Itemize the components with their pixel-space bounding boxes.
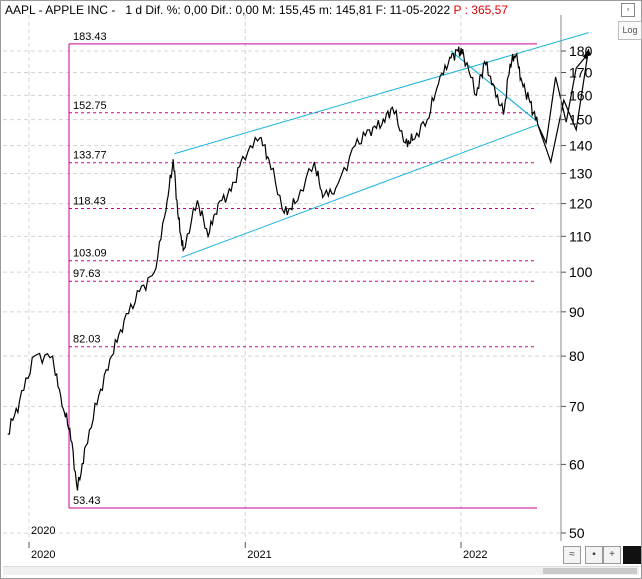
y-tick-label: 80: [569, 348, 585, 364]
timeframe[interactable]: 1 d: [125, 3, 143, 17]
fibonacci-levels: 183.43 152.75 133.77 118.43 103.09 97.63 82.03…: [68, 31, 537, 509]
projection-line: [537, 48, 590, 165]
expand-button[interactable]: ▫: [621, 3, 635, 17]
chart-header: AAPL - APPLE INC - 1 d Dif. %: 0,00 Dif.…: [5, 3, 508, 17]
fibo-level-label: 97.63: [73, 268, 101, 280]
symbol: AAPL: [5, 3, 36, 17]
fibo-level-label: 133.77: [73, 150, 107, 162]
zoom-icon[interactable]: ≈: [563, 546, 581, 564]
color-box[interactable]: [623, 546, 641, 564]
y-tick-label: 130: [569, 165, 593, 181]
y-tick-label: 110: [569, 228, 592, 244]
x-axis: 2020 2021 2022: [28, 542, 487, 561]
last-price-label: P :: [453, 3, 468, 17]
instrument-name: APPLE INC: [45, 3, 108, 17]
last-price-value: 365,57: [471, 3, 508, 17]
date-value: 11-05-2022: [389, 3, 451, 17]
y-tick-label: 70: [569, 398, 585, 414]
y-tick-label: 140: [569, 138, 593, 154]
scrollbar-thumb[interactable]: [543, 568, 637, 574]
fibo-level-label: 183.43: [73, 31, 107, 43]
dif-value: 0,00: [235, 3, 259, 17]
y-axis: 50 60 70 80 90 100 110 120 130 140 150 160 170 180: [560, 15, 593, 541]
y-tick-label: 180: [569, 43, 593, 59]
min-value: 145,81: [335, 3, 373, 17]
channel-line: [174, 32, 589, 155]
y-tick-label: 50: [569, 525, 585, 541]
dif-pct-label: Dif. %:: [145, 3, 181, 17]
year-label-top: 2020: [31, 525, 56, 537]
trend-channel: [174, 32, 589, 258]
log-scale-button[interactable]: Log: [618, 21, 642, 40]
y-tick-label: 120: [569, 196, 593, 212]
grid: [3, 15, 561, 541]
x-tick-label: 2022: [463, 549, 487, 561]
y-tick-label: 90: [569, 304, 585, 320]
y-tick-label: 160: [569, 87, 593, 103]
channel-line: [181, 124, 539, 258]
y-tick-label: 60: [569, 456, 585, 472]
price-line: [7, 46, 539, 491]
horizontal-scrollbar[interactable]: [3, 566, 639, 575]
dif-label: Dif.:: [210, 3, 233, 17]
date-label: F:: [375, 3, 387, 17]
add-icon[interactable]: +: [603, 546, 621, 564]
y-tick-label: 170: [569, 65, 593, 81]
save-icon[interactable]: ▪: [585, 546, 603, 564]
max-label: M:: [262, 3, 276, 17]
status-bar: 2020 2021 2022 ≈ ▪ +: [1, 542, 641, 578]
fibo-level-label: 103.09: [73, 248, 107, 260]
fibo-level-label: 118.43: [73, 196, 106, 208]
y-tick-label: 150: [569, 112, 593, 128]
min-label: m:: [318, 3, 333, 17]
x-tick-label: 2021: [247, 549, 271, 561]
y-tick-label: 100: [569, 264, 593, 280]
fibo-level-label: 53.43: [73, 495, 101, 507]
projection-arrow-head: [584, 48, 591, 56]
max-value: 155,45: [278, 3, 316, 17]
fibo-level-label: 82.03: [73, 334, 101, 346]
x-tick-label: 2020: [31, 549, 55, 561]
dif-pct-value: 0,00: [184, 3, 208, 17]
fibo-level-label: 152.75: [73, 100, 107, 112]
price-chart: 183.43 152.75 133.77 118.43 103.09 97.63 82.03…: [3, 15, 593, 541]
